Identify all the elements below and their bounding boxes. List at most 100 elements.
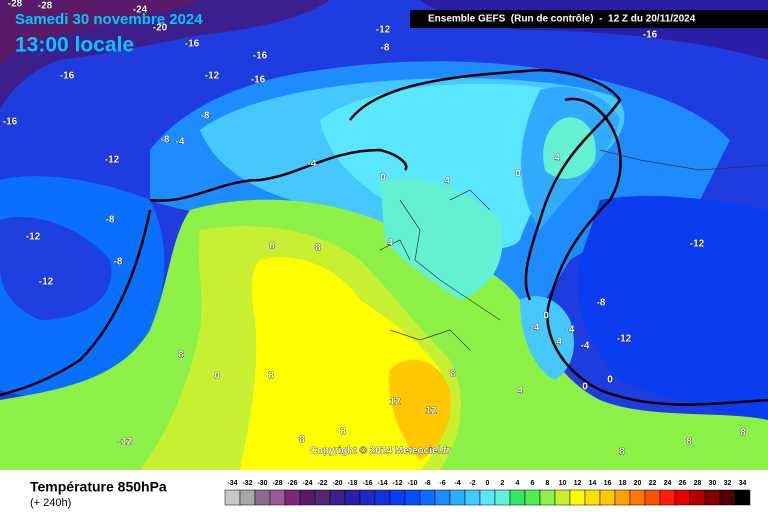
scale-tick-label: 14: [589, 480, 597, 487]
scale-tick-label: -2: [469, 480, 475, 487]
contour-label: -12: [39, 277, 54, 288]
scale-tick-label: 8: [546, 480, 550, 487]
contour-label: 8: [268, 371, 274, 382]
contour-label: -16: [643, 30, 658, 41]
scale-swatch: [644, 489, 661, 506]
scale-swatch: [254, 489, 271, 506]
scale-tick-label: -30: [257, 480, 267, 487]
scale-tick-label: 34: [739, 480, 747, 487]
scale-swatch: [224, 489, 241, 506]
contour-label: 0: [582, 382, 588, 393]
color-scale: -34 -32 -30 -28 -26 -24 -22 -20 -18 -16 -14 -12 -10-…: [224, 480, 751, 506]
scale-tick-label: 24: [664, 480, 672, 487]
scale-swatch: [719, 489, 736, 506]
scale-tick-label: -12: [392, 480, 402, 487]
scale-tick-label: -16: [362, 480, 372, 487]
contour-label: 8: [269, 241, 275, 252]
scale-swatch: [344, 489, 361, 506]
scale-tick-label: 32: [724, 480, 732, 487]
contour-label: -12: [617, 334, 632, 345]
contour-label: -28: [8, 0, 23, 10]
contour-label: 12: [425, 406, 437, 417]
scale-tick-label: 4: [516, 480, 520, 487]
scale-tick-label: 0: [486, 480, 490, 487]
scale-swatch: [314, 489, 331, 506]
contour-label: -4: [176, 137, 185, 148]
scale-swatch: [434, 489, 451, 506]
contour-label: -12: [690, 239, 705, 250]
scale-tick-label: -26: [287, 480, 297, 487]
scale-tick-label: 20: [634, 480, 642, 487]
contour-label: 0: [515, 169, 521, 180]
contour-label: 4: [387, 238, 393, 249]
scale-swatch: [374, 489, 391, 506]
scale-swatch: [494, 489, 511, 506]
scale-tick-label: 28: [694, 480, 702, 487]
contour-label: 8: [315, 243, 321, 254]
scale-tick-label: -18: [347, 480, 357, 487]
contour-label: -16: [253, 51, 268, 62]
scale-swatch: [284, 489, 301, 506]
scale-swatch: [524, 489, 541, 506]
contour-label: 0: [214, 371, 220, 382]
map-lines: [0, 68, 768, 406]
scale-tick-label: -28: [272, 480, 282, 487]
scale-tick-label: 12: [574, 480, 582, 487]
copyright: Copyright © 2024 Meteociel.fr: [310, 446, 451, 457]
scale-swatch: [389, 489, 406, 506]
contour-label: -8: [597, 298, 606, 309]
scale-swatch: [734, 489, 751, 506]
map-time: 13:00 locale: [15, 34, 134, 57]
scale-tick-label: 18: [619, 480, 627, 487]
scale-swatch: [674, 489, 691, 506]
scale-swatch: [689, 489, 706, 506]
scale-tick-label: 30: [709, 480, 717, 487]
contour-label: 4: [444, 176, 450, 187]
contour-label: -4: [566, 325, 575, 336]
scale-tick-label: 10: [559, 480, 567, 487]
contour-label: -12: [376, 25, 391, 36]
scale-swatch: [419, 489, 436, 506]
scale-swatch: [359, 489, 376, 506]
contour-label: -12: [205, 71, 220, 82]
contour-label: 12: [389, 397, 401, 408]
contour-label: -16: [60, 71, 75, 82]
contour-label: 8: [619, 447, 625, 458]
scale-tick-label: 26: [679, 480, 687, 487]
scale-swatch: [269, 489, 286, 506]
scale-swatch: [404, 489, 421, 506]
contour-label: 8: [686, 437, 692, 448]
contour-label: 8: [299, 435, 305, 446]
scale-tick-label: 22: [649, 480, 657, 487]
contour-label: -28: [38, 1, 53, 12]
contour-label: -8: [381, 43, 390, 54]
footer-lead: (+ 240h): [30, 497, 71, 509]
scale-swatch: [509, 489, 526, 506]
scale-tick-label: -22: [317, 480, 327, 487]
contour-label: -8: [106, 215, 115, 226]
model-box: [410, 10, 768, 28]
scale-tick-label: -32: [242, 480, 252, 487]
contour-label: -12: [105, 155, 120, 166]
scale-swatch: [659, 489, 676, 506]
scale-swatch: [329, 489, 346, 506]
map-date: Samedi 30 novembre 2024: [15, 11, 203, 28]
scale-swatch: [479, 489, 496, 506]
scale-tick-label: -20: [332, 480, 342, 487]
scale-tick-label: 16: [604, 480, 612, 487]
scale-tick-label: -8: [424, 480, 430, 487]
scale-tick-label: -14: [377, 480, 387, 487]
scale-tick-label: -34: [227, 480, 237, 487]
contour-label: -16: [3, 117, 18, 128]
scale-tick-label: -4: [454, 480, 460, 487]
contour-label: -12: [118, 437, 133, 448]
scale-swatch: [599, 489, 616, 506]
map-background: [0, 0, 768, 470]
contour-label: 8: [740, 428, 746, 439]
scale-swatch: [704, 489, 721, 506]
scale-swatch: [539, 489, 556, 506]
scale-swatch: [584, 489, 601, 506]
contour-label: 4: [556, 337, 562, 348]
contour-label: 0: [607, 375, 613, 386]
